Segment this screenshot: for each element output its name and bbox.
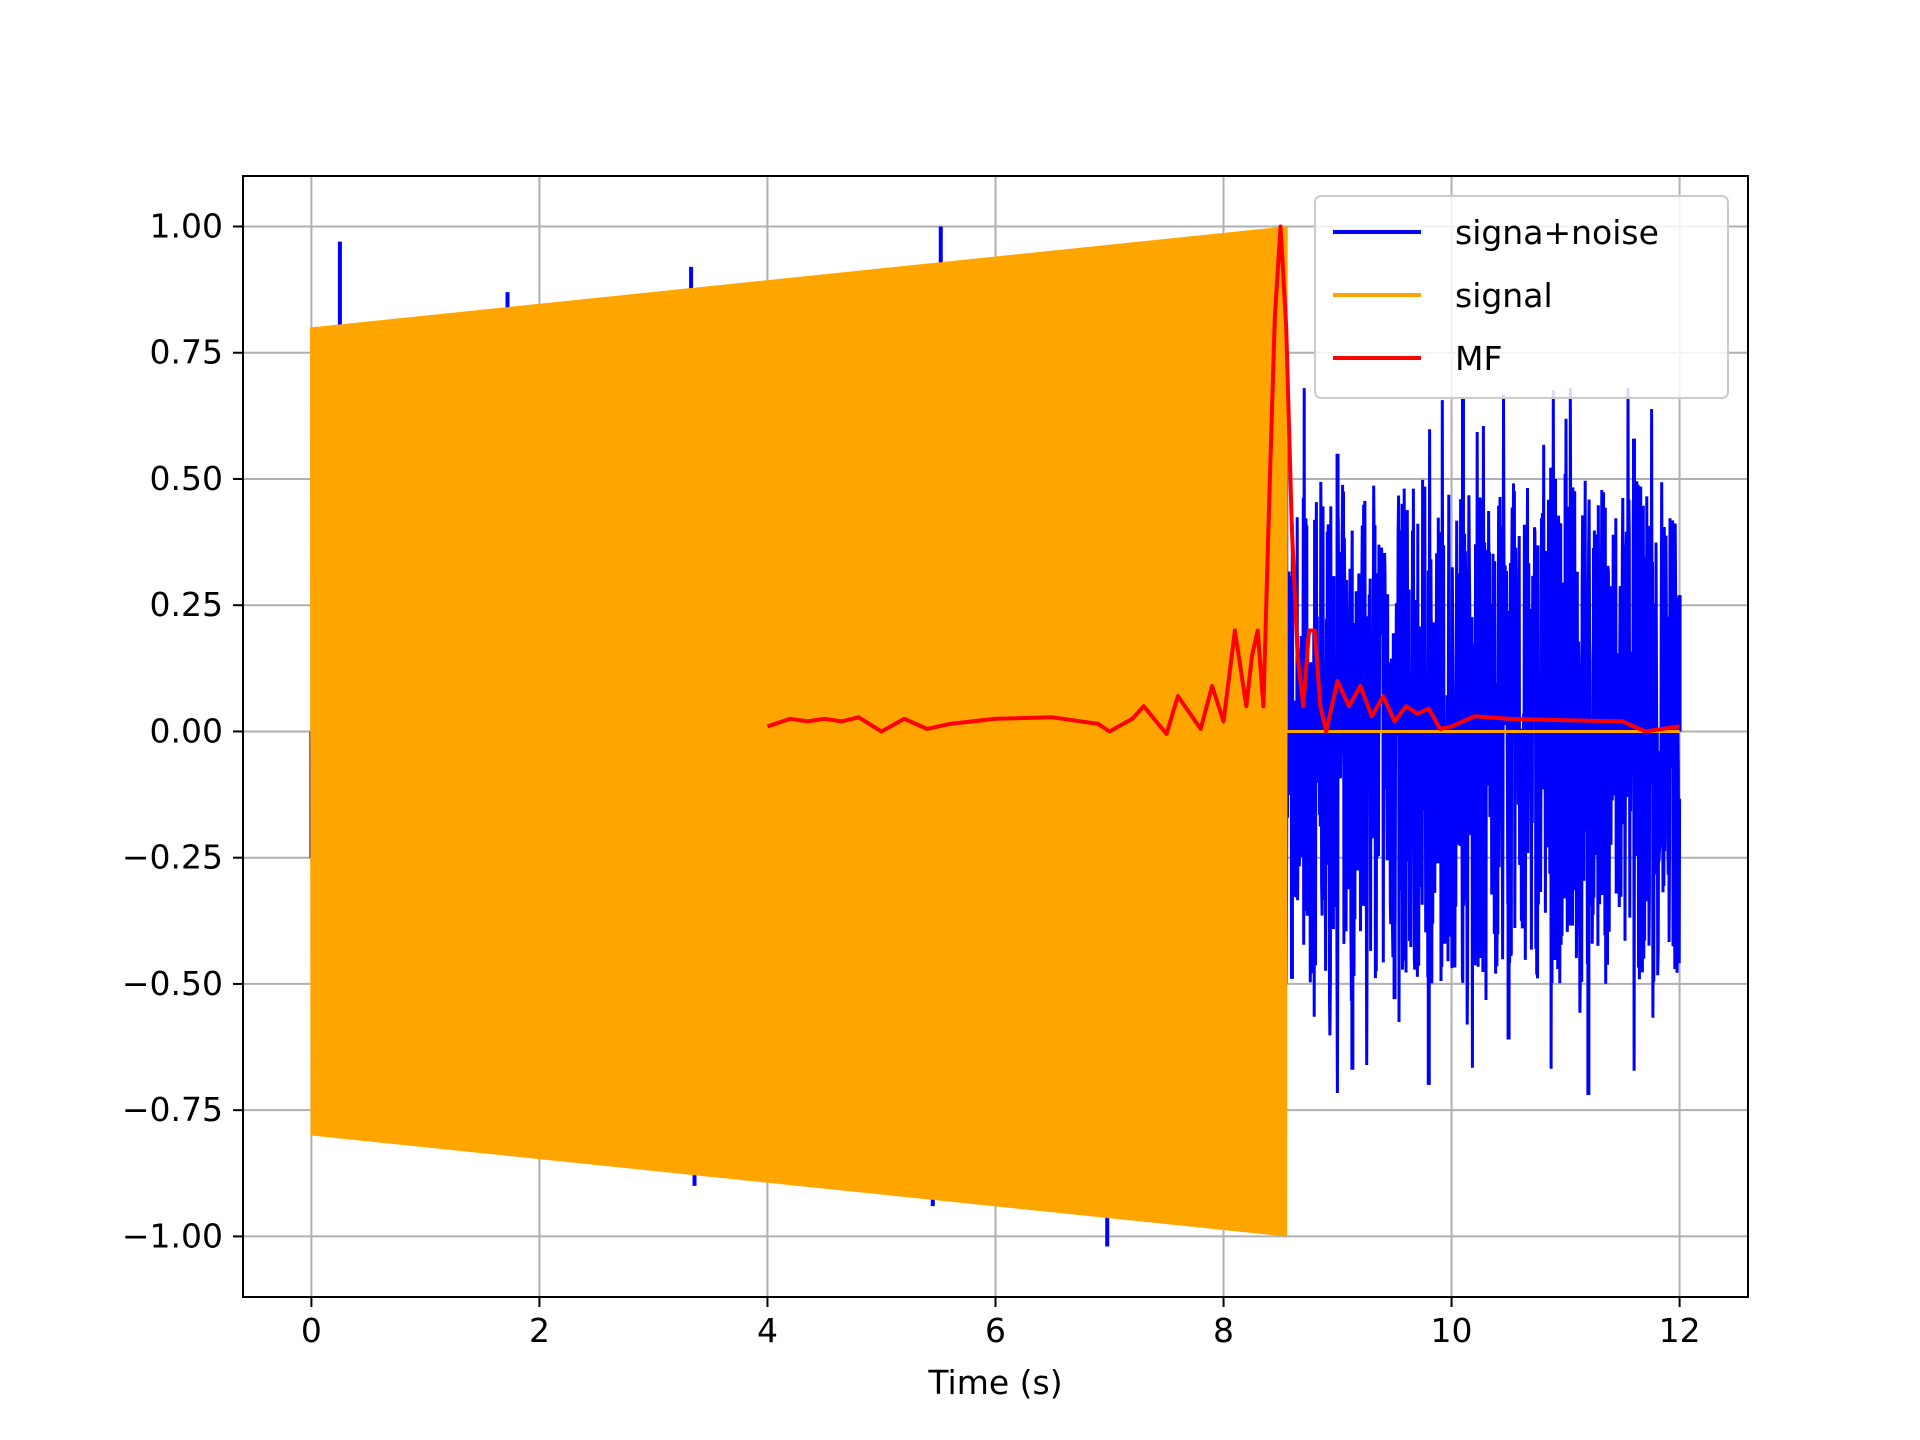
plot-series (309, 224, 1682, 1247)
x-tick-label: 12 (1659, 1311, 1701, 1350)
x-tick-label: 10 (1431, 1311, 1473, 1350)
x-tick-label: 2 (529, 1311, 550, 1350)
series-signa-noise-trace (1284, 388, 1682, 1094)
y-tick-label: −1.00 (122, 1216, 223, 1255)
x-tick-label: 0 (301, 1311, 322, 1350)
legend: signa+noise signal MF (1314, 195, 1729, 399)
y-tick-label: 0.00 (150, 711, 223, 750)
y-tick-label: 0.25 (150, 585, 223, 624)
x-tick-label: 8 (1213, 1311, 1234, 1350)
y-tick-label: −0.25 (122, 838, 223, 877)
legend-label: MF (1455, 339, 1502, 378)
series-mf-trace (766, 224, 1680, 736)
y-tick-label: −0.75 (122, 1090, 223, 1129)
y-tick-label: 0.75 (150, 333, 223, 372)
x-axis-label: Time (s) (927, 1363, 1062, 1402)
y-tick-label: 1.00 (150, 206, 223, 245)
legend-label: signal (1455, 276, 1553, 315)
x-tick-label: 6 (985, 1311, 1006, 1350)
legend-box (1314, 195, 1729, 399)
axis-ticks: 0 2 4 6 8 10 12 1.00 0.75 0.50 0.25 0.00 −0.25 −0.50 −… (122, 206, 1701, 1350)
y-tick-label: 0.50 (150, 459, 223, 498)
x-tick-label: 4 (757, 1311, 778, 1350)
series-signal-trace (309, 226, 1680, 1237)
legend-label: signa+noise (1455, 213, 1659, 252)
y-tick-label: −0.50 (122, 964, 223, 1003)
